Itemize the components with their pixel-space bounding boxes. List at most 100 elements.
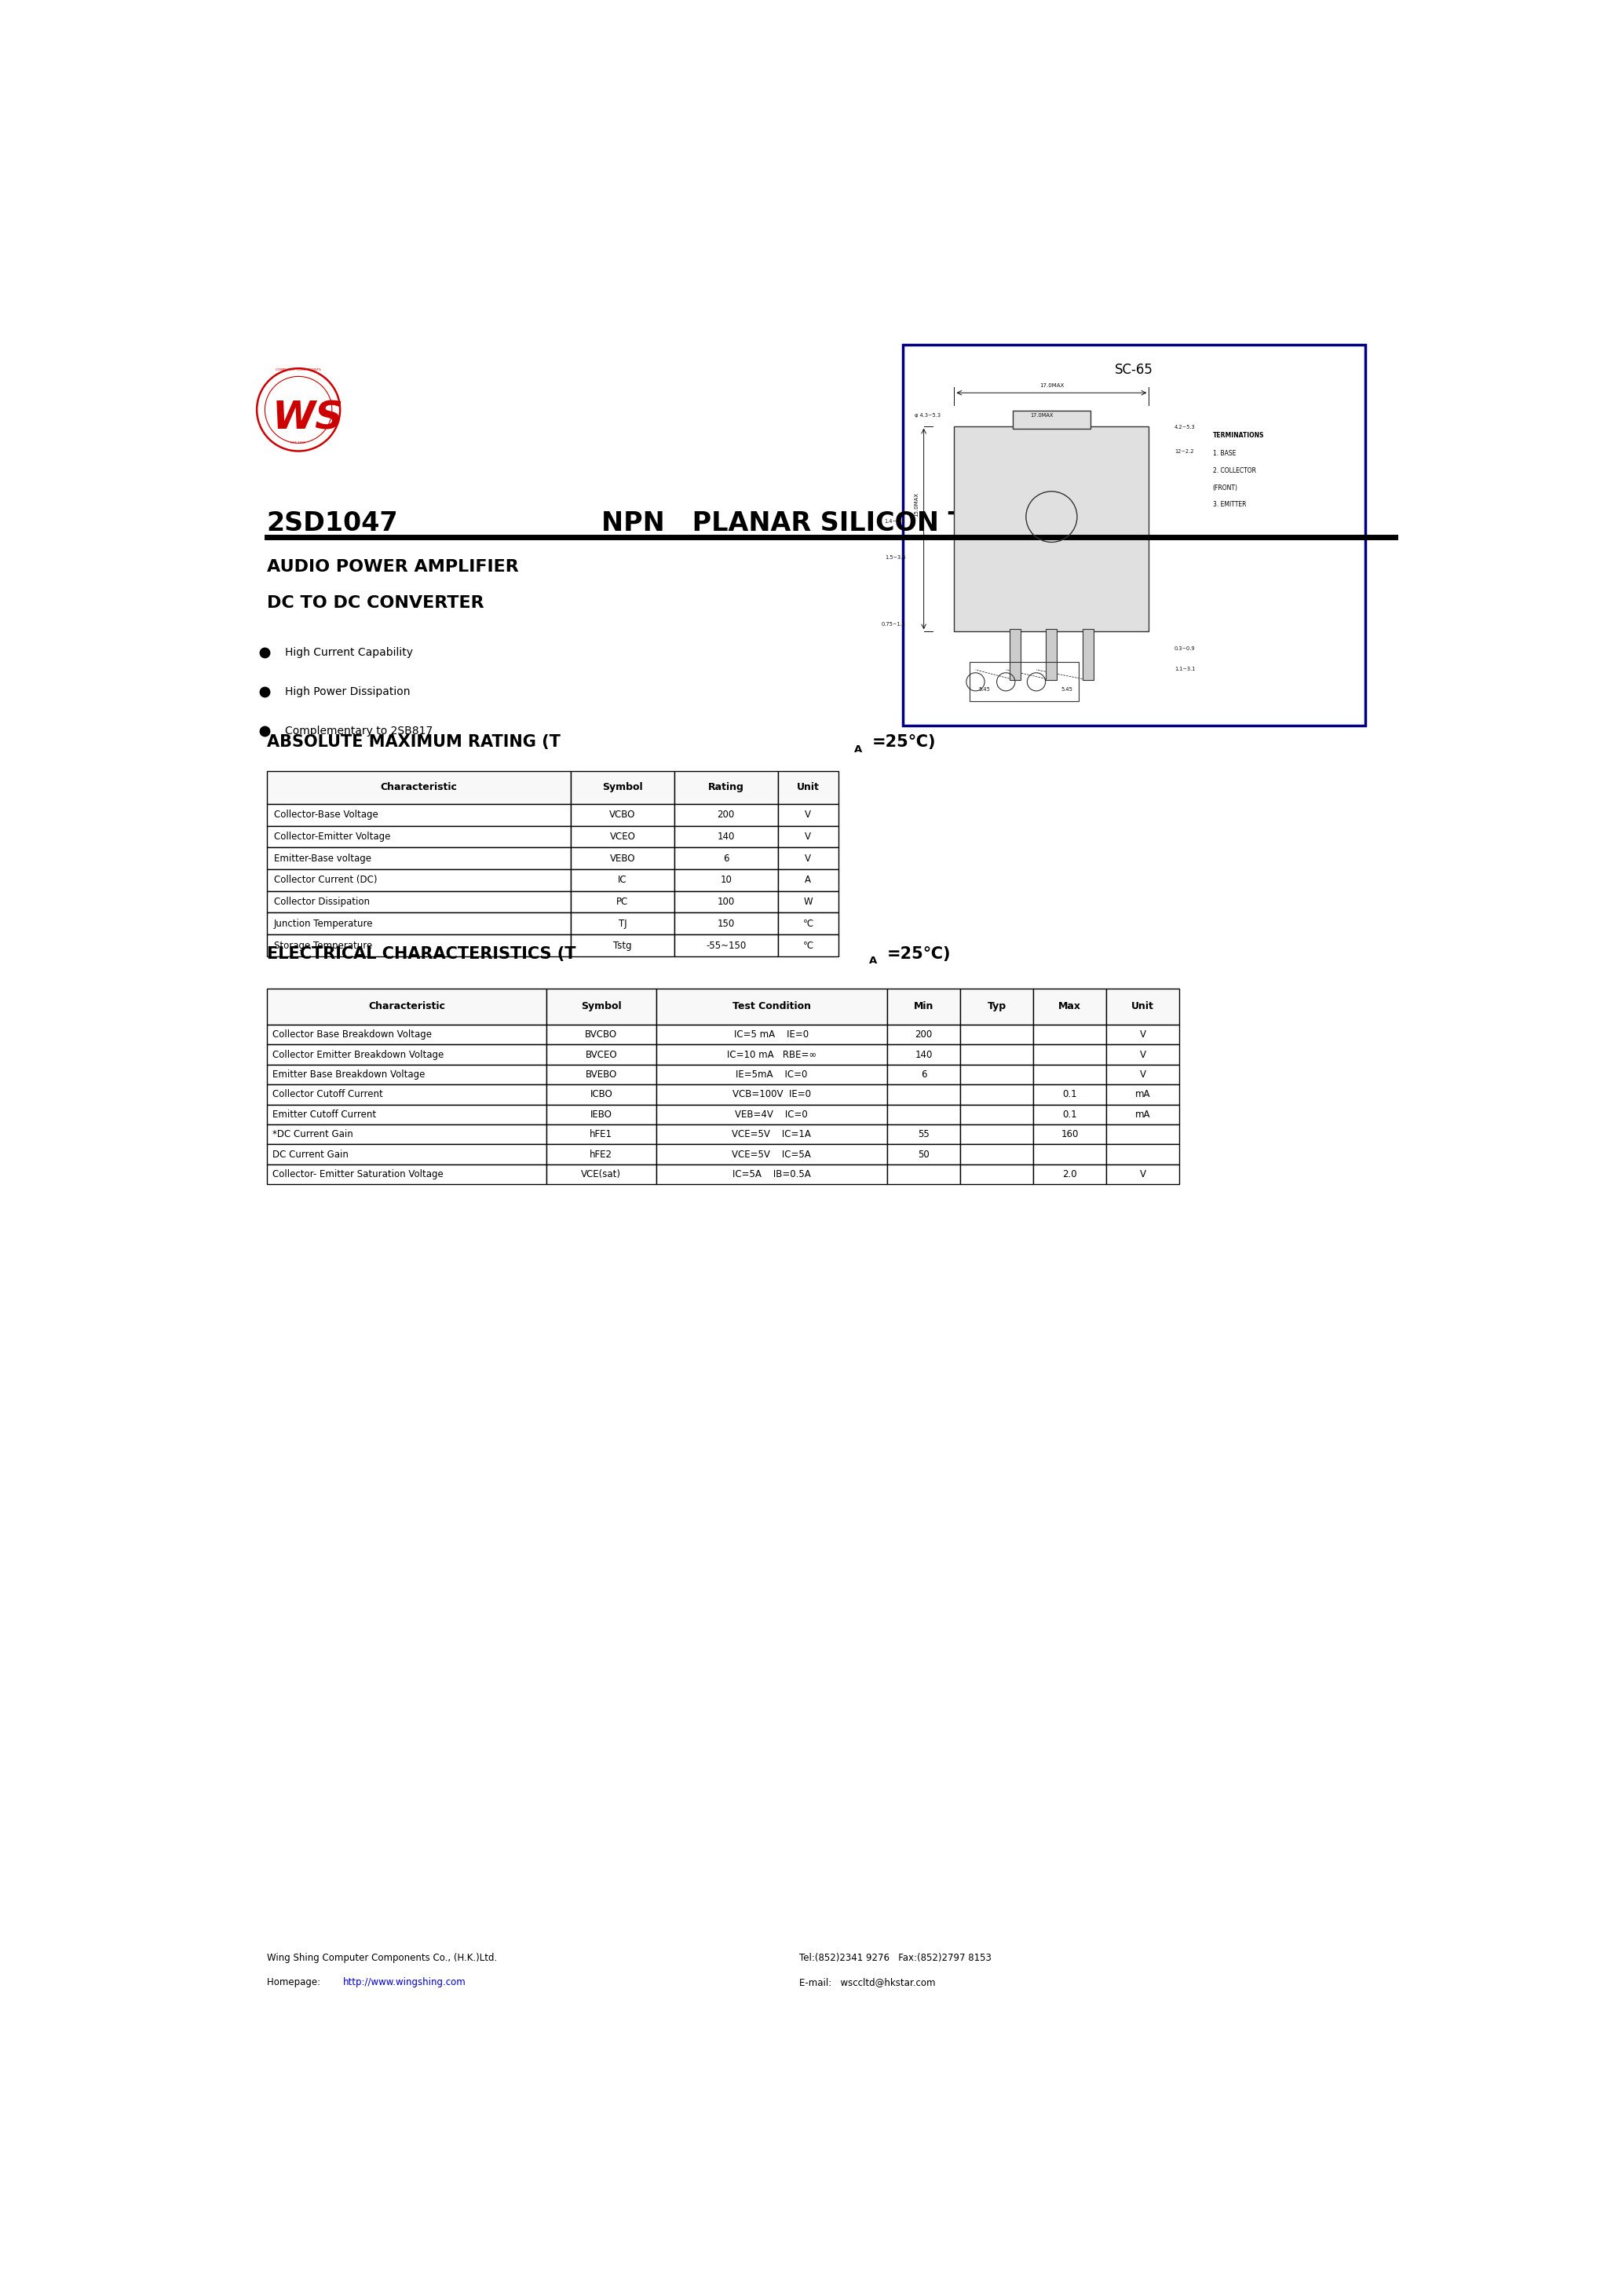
Bar: [887, 1164, 960, 1185]
Text: -55~150: -55~150: [706, 941, 746, 951]
Text: Unit: Unit: [796, 783, 819, 792]
Bar: [571, 891, 675, 914]
Bar: [655, 1065, 887, 1084]
Text: hFE2: hFE2: [590, 1150, 613, 1159]
Text: VEBO: VEBO: [610, 854, 636, 863]
Bar: [675, 847, 777, 870]
Text: BVEBO: BVEBO: [586, 1070, 616, 1079]
Bar: [655, 1024, 887, 1045]
Bar: [1106, 1125, 1179, 1143]
Bar: [887, 987, 960, 1024]
Bar: [960, 1084, 1033, 1104]
Text: Characteristic: Characteristic: [368, 1001, 444, 1013]
Bar: [266, 1045, 547, 1065]
Bar: [887, 1065, 960, 1084]
Bar: [571, 771, 675, 804]
Bar: [1009, 629, 1020, 680]
Text: 2.0: 2.0: [1062, 1169, 1077, 1180]
Bar: [970, 661, 1079, 703]
Bar: [960, 1143, 1033, 1164]
Text: mA: mA: [1135, 1109, 1150, 1120]
Text: V: V: [1140, 1029, 1145, 1040]
Bar: [655, 987, 887, 1024]
Text: W: W: [803, 898, 813, 907]
Text: Tstg: Tstg: [613, 941, 633, 951]
Bar: [547, 1084, 655, 1104]
Bar: [547, 1024, 655, 1045]
Bar: [547, 1164, 655, 1185]
Text: Collector Current (DC): Collector Current (DC): [274, 875, 378, 886]
Text: Unit: Unit: [1132, 1001, 1155, 1013]
Text: (FRONT): (FRONT): [1213, 484, 1238, 491]
Text: V: V: [1140, 1070, 1145, 1079]
Text: V: V: [805, 854, 811, 863]
Text: 0.75~1.3: 0.75~1.3: [881, 622, 905, 627]
Bar: [266, 870, 571, 891]
Bar: [777, 771, 839, 804]
Bar: [675, 914, 777, 934]
Text: IE=5mA    IC=0: IE=5mA IC=0: [736, 1070, 808, 1079]
Bar: [777, 870, 839, 891]
Text: 6: 6: [723, 854, 728, 863]
Text: ICBO: ICBO: [590, 1088, 613, 1100]
Bar: [1033, 1084, 1106, 1104]
Text: ELECTRICAL CHARACTERISTICS (T: ELECTRICAL CHARACTERISTICS (T: [266, 946, 576, 962]
Text: 0.1: 0.1: [1062, 1088, 1077, 1100]
Bar: [571, 914, 675, 934]
Text: Symbol: Symbol: [581, 1001, 621, 1013]
Bar: [571, 827, 675, 847]
Text: Typ: Typ: [988, 1001, 1006, 1013]
Bar: [266, 771, 571, 804]
Text: Collector Base Breakdown Voltage: Collector Base Breakdown Voltage: [272, 1029, 431, 1040]
Bar: [1046, 629, 1058, 680]
Text: hFE1: hFE1: [590, 1130, 613, 1139]
Text: 55: 55: [918, 1130, 929, 1139]
Text: Characteristic: Characteristic: [380, 783, 457, 792]
Bar: [777, 804, 839, 827]
Bar: [266, 987, 547, 1024]
Bar: [266, 891, 571, 914]
Text: VCEO: VCEO: [610, 831, 636, 843]
Text: Homepage:: Homepage:: [266, 1977, 326, 1986]
Bar: [266, 934, 571, 957]
Text: 2. COLLECTOR: 2. COLLECTOR: [1213, 466, 1255, 475]
Text: 150: 150: [717, 918, 735, 930]
Bar: [1012, 411, 1090, 429]
Text: Test Condition: Test Condition: [733, 1001, 811, 1013]
Bar: [571, 847, 675, 870]
Text: V: V: [805, 810, 811, 820]
Text: E-mail:   wsccltd@hkstar.com: E-mail: wsccltd@hkstar.com: [800, 1977, 936, 1986]
Bar: [675, 891, 777, 914]
Bar: [1033, 1143, 1106, 1164]
Bar: [960, 1024, 1033, 1045]
Text: Emitter Cutoff Current: Emitter Cutoff Current: [272, 1109, 376, 1120]
Bar: [675, 870, 777, 891]
Text: 200: 200: [915, 1029, 933, 1040]
Text: NPN   PLANAR SILICON TRANSISTOR: NPN PLANAR SILICON TRANSISTOR: [602, 510, 1135, 537]
Text: BVCBO: BVCBO: [586, 1029, 618, 1040]
Bar: [655, 1143, 887, 1164]
Text: AUDIO POWER AMPLIFIER: AUDIO POWER AMPLIFIER: [266, 560, 519, 574]
Bar: [960, 1164, 1033, 1185]
Text: V: V: [805, 831, 811, 843]
Bar: [266, 827, 571, 847]
Bar: [887, 1125, 960, 1143]
Text: ℃: ℃: [803, 918, 813, 930]
Text: mA: mA: [1135, 1088, 1150, 1100]
Text: V: V: [1140, 1169, 1145, 1180]
Text: Min: Min: [913, 1001, 934, 1013]
Text: A: A: [805, 875, 811, 886]
Bar: [960, 1065, 1033, 1084]
Bar: [571, 870, 675, 891]
Bar: [1033, 1045, 1106, 1065]
Text: EST. 1985: EST. 1985: [290, 441, 307, 445]
Text: VCE=5V    IC=5A: VCE=5V IC=5A: [732, 1150, 811, 1159]
Bar: [675, 827, 777, 847]
Text: Symbol: Symbol: [602, 783, 642, 792]
Text: 1.5~3.5: 1.5~3.5: [884, 556, 905, 560]
Text: SC-65: SC-65: [1114, 363, 1153, 377]
Bar: [1033, 1024, 1106, 1045]
Text: 0.3~0.9: 0.3~0.9: [1174, 645, 1195, 650]
Bar: [777, 827, 839, 847]
Bar: [655, 1164, 887, 1185]
